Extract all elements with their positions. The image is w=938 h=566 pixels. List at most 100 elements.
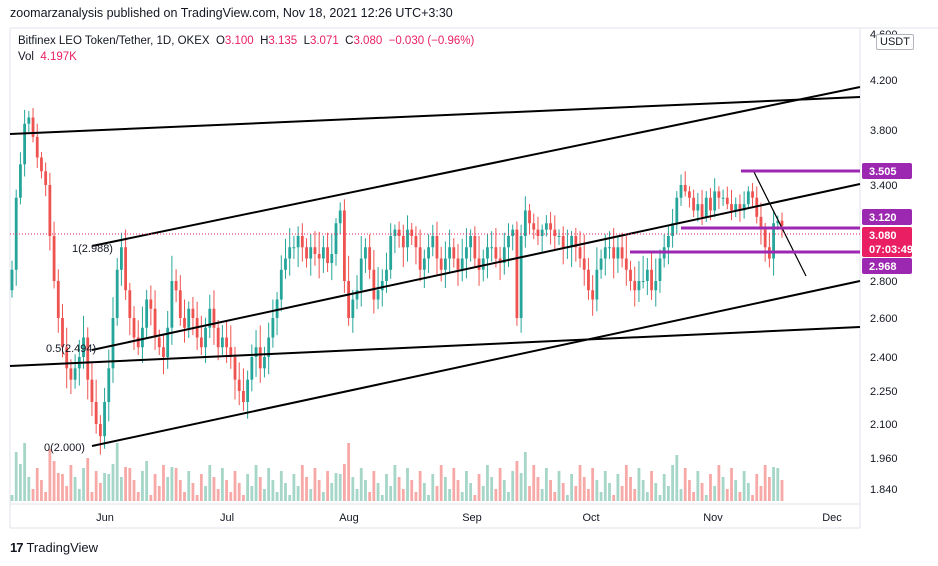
candle-body [212,308,216,328]
volume-bar [431,474,435,501]
volume-bar [540,489,544,501]
upper-channel-top-line[interactable] [9,96,861,135]
price-badge [862,241,912,257]
drawing-lines [9,86,861,447]
candle-body [780,220,784,226]
volume-bar [141,471,144,501]
volume-bar [56,473,60,501]
volume-bar [275,492,279,501]
volume-bar [645,492,649,501]
volume-bar [536,477,540,501]
candle-body [56,281,60,318]
volume-bar [566,495,569,501]
volume-bar [578,465,582,501]
volume-bar [608,483,611,501]
candle-body [292,247,296,249]
volume-bar [494,489,498,501]
price-badge [862,227,912,243]
volume-bar [401,489,405,501]
volume-bar [532,465,536,501]
candle-body [82,337,85,357]
volume-bar [629,477,632,501]
candle-body [23,123,27,165]
volume-bar [688,480,691,501]
candle-body [730,204,733,211]
volume-bar [351,477,355,501]
candle-body [347,281,351,318]
volume-bar [637,468,641,501]
volume-bar [393,465,397,501]
candle-body [612,247,616,259]
close-label: C [345,35,354,47]
rising-channel-lower-line[interactable] [91,280,861,447]
candle-body [174,281,178,291]
volume-bar [658,495,662,501]
candle-body [452,247,456,259]
volume-bar [759,486,763,501]
candle-body [284,258,287,270]
volume-bar [561,483,565,501]
candle-body [157,337,161,348]
volume-bar [587,489,590,501]
candle-body [275,299,279,318]
volume-bar [452,468,456,501]
volume-bar [284,483,287,501]
volume-bar [751,495,754,501]
rising-channel-upper-line[interactable] [91,86,861,247]
volume-bar [473,495,477,501]
volume-bar [300,465,304,501]
currency-button[interactable]: USDT [876,34,914,50]
volume-bar [734,480,738,501]
volume-bar [616,474,620,501]
candle-body [637,281,641,291]
volume-bar [746,483,750,501]
rising-channel-middle-line[interactable] [91,183,861,351]
candle-body [343,210,346,281]
candle-body [271,318,275,338]
volume-bar [216,489,220,501]
volume-label: Vol [18,51,34,63]
volume-bar [624,465,628,501]
volume-bar [77,489,81,501]
candle-body [431,236,435,248]
volume-bar [620,486,624,501]
candle-body [267,337,271,357]
volume-bar [427,495,430,501]
candle-body [237,379,241,391]
volume-bar [448,489,451,501]
candle-body [330,254,334,263]
descending-trend-line[interactable] [753,171,807,277]
candle-body [578,247,582,259]
candle-body [587,269,590,291]
candle-body [263,357,266,369]
volume-bar [683,468,687,501]
x-tick-label: Dec [822,512,842,524]
y-tick-label: 2.800 [870,276,898,288]
volume-bar [107,474,111,501]
candle-body [124,247,128,291]
volume-bar [73,477,77,501]
volume-bar [338,474,342,501]
tradingview-logo[interactable]: 17 TradingView [10,540,98,555]
candle-body [145,299,149,328]
time-axis[interactable]: Jun Jul Aug Sep Oct Nov Dec [96,512,842,524]
volume-bar [410,480,414,501]
candle-body [574,236,578,248]
volume-bar [519,473,523,501]
candle-body [523,210,527,236]
candle-body [591,290,595,300]
volume-bar [288,495,292,501]
candle-body [65,347,69,369]
price-badges: 3.505 3.120 3.080 07:03:49 2.968 [862,163,913,274]
volume-value: 4.197K [40,51,77,63]
candle-body [10,269,14,291]
volume-bar [709,474,712,501]
lower-support-line[interactable] [9,326,861,367]
candle-body [721,197,725,199]
volume-bar [355,489,359,501]
candle-body [305,247,308,259]
volume-bar [204,486,207,501]
tradingview-brand: TradingView [26,540,99,555]
candle-body [393,229,397,236]
